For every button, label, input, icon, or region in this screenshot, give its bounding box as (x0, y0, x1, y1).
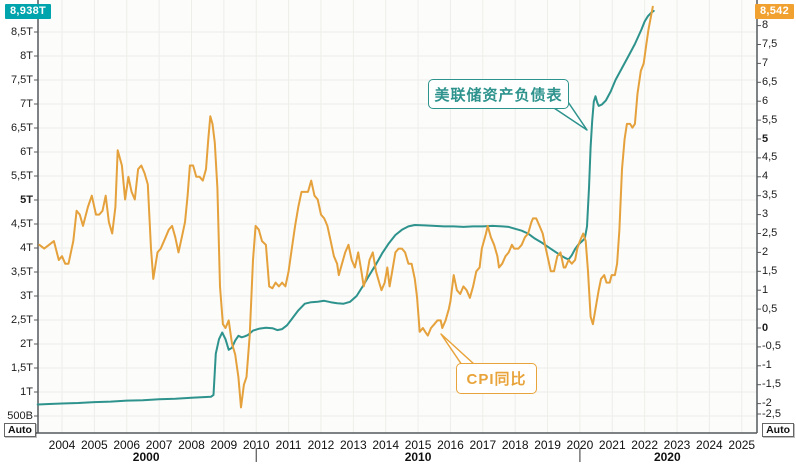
right-axis-tick-label: 0 (762, 321, 769, 334)
left-axis-tick-label: 6T (20, 145, 33, 158)
right-axis-tick-label: 4,5 (762, 151, 778, 164)
cpi-annotation-pointer (440, 333, 476, 366)
left-axis-value-badge: 8,938T (5, 4, 52, 19)
x-axis-year-label: 2005 (81, 438, 108, 452)
right-axis-auto-button[interactable]: Auto (762, 423, 794, 437)
left-axis-tick-label: 2,5T (10, 313, 33, 326)
left-axis-auto-button[interactable]: Auto (4, 423, 36, 437)
right-axis-tick-label: 4 (762, 170, 769, 183)
x-axis-year-label: 2020 (566, 438, 594, 452)
right-axis-tick-label: -2,5 (762, 407, 781, 420)
right-axis-tick-label: 3 (762, 208, 769, 221)
right-axis-tick-label: 0,5 (762, 302, 778, 315)
right-axis-tick-label: 8 (762, 19, 769, 32)
x-axis-decade-label: 2000 (132, 450, 160, 464)
left-axis-tick-label: 5T (20, 193, 33, 206)
right-axis-tick-label: 6 (762, 94, 769, 107)
x-axis-year-label: 2007 (145, 438, 173, 452)
fed-balance-sheet-line (36, 9, 655, 406)
x-axis-year-label: 2022 (631, 438, 658, 452)
right-axis-tick-label: 7,5 (762, 38, 778, 50)
left-axis-tick-label: 2T (20, 337, 33, 350)
left-axis-tick-label: 3T (20, 289, 33, 302)
x-axis-year-label: 2004 (48, 438, 76, 452)
fed-balance-sheet-annotation[interactable]: 美联储资产负债表 (428, 79, 569, 109)
x-axis-year-label: 2015 (404, 438, 432, 452)
right-axis-tick-label: -1,5 (762, 378, 781, 391)
x-axis-year-label: 2009 (210, 438, 238, 452)
left-axis-tick-label: 1,5T (10, 361, 33, 374)
left-axis-tick-label: 8,5T (10, 25, 33, 38)
x-axis-decade-label: 2020 (653, 450, 681, 464)
left-axis-tick-label: 3,5T (10, 265, 33, 278)
x-axis-year-label: 2014 (372, 438, 400, 452)
x-axis-year-label: 2018 (501, 438, 529, 452)
left-axis-tick-label: 4,5T (10, 217, 33, 230)
x-axis-year-label: 2011 (275, 438, 302, 452)
cpi-yoy-line (38, 5, 654, 409)
left-axis-tick-label: 7,5T (10, 73, 33, 86)
plot-area[interactable] (38, 0, 757, 433)
x-axis-decade-label: 2010 (404, 450, 432, 464)
x-axis-year-label: 2016 (437, 438, 464, 452)
left-axis-tick-label: 7T (20, 97, 33, 110)
left-axis-tick-label: 4T (20, 241, 33, 254)
right-axis-tick-label: 2 (762, 245, 769, 258)
right-axis-tick-label: -1 (762, 359, 772, 372)
right-axis-tick-label: 5 (762, 132, 769, 145)
right-axis-tick-label: 1,5 (762, 264, 778, 277)
right-axis-tick-label: -0,5 (762, 340, 781, 353)
left-axis-tick-label: 5,5T (10, 169, 33, 182)
right-axis-tick-label: -2 (762, 397, 772, 410)
x-axis-year-label: 2025 (728, 438, 756, 452)
cpi-yoy-annotation[interactable]: CPI同比 (456, 363, 537, 394)
x-axis-year-label: 2021 (598, 438, 626, 452)
right-axis-tick-label: 3,5 (762, 189, 778, 202)
x-axis-year-label: 2019 (534, 438, 561, 452)
x-axis-year-label: 2006 (113, 438, 141, 452)
right-axis-tick-label: 7 (762, 56, 769, 69)
left-axis-tick-label: 1T (20, 385, 33, 398)
x-axis-year-label: 2024 (696, 438, 723, 452)
left-axis-tick-label: 500B (7, 409, 33, 422)
left-axis-tick-label: 8T (20, 49, 33, 62)
right-axis-tick-label: 5,5 (762, 113, 778, 126)
left-axis-tick-label: 6,5T (10, 121, 33, 134)
x-axis-year-label: 2012 (307, 438, 335, 452)
right-axis-tick-label: 6,5 (762, 75, 778, 88)
x-axis-year-label: 2008 (178, 438, 205, 452)
x-axis-year-label: 2013 (339, 438, 367, 452)
x-axis-year-label: 2010 (242, 438, 270, 452)
x-axis-year-label: 2017 (469, 438, 497, 452)
right-axis-value-badge: 8,542 (754, 4, 794, 19)
x-axis-year-label: 2023 (663, 438, 691, 452)
right-axis-tick-label: 1 (762, 283, 769, 296)
right-axis-tick-label: 2,5 (762, 227, 778, 239)
